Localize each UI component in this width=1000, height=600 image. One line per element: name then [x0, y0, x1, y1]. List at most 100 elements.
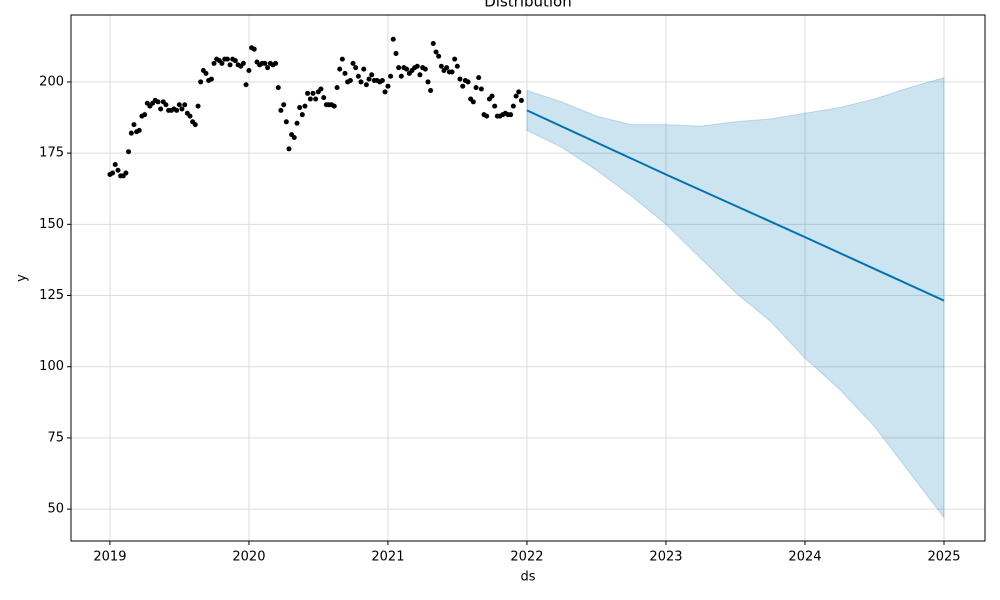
observed-point — [470, 99, 476, 105]
observed-point — [444, 65, 450, 71]
x-axis-label: ds — [520, 570, 535, 585]
observed-point — [339, 56, 345, 62]
observed-point — [379, 78, 385, 84]
observed-point — [454, 63, 460, 69]
observed-point — [240, 60, 246, 66]
observed-point — [278, 107, 284, 113]
observed-point — [369, 72, 375, 78]
observed-point — [219, 60, 225, 66]
x-tick-label: 2024 — [788, 550, 821, 565]
x-tick-label: 2023 — [649, 550, 682, 565]
observed-point — [281, 102, 287, 108]
observed-point — [126, 149, 132, 155]
observed-point — [182, 102, 188, 108]
observed-point — [115, 167, 121, 173]
observed-point — [128, 130, 134, 136]
observed-point — [265, 65, 271, 71]
observed-point — [275, 85, 281, 91]
observed-point — [294, 120, 300, 126]
observed-point — [457, 76, 463, 82]
observed-point — [302, 103, 308, 109]
observed-point — [174, 107, 180, 113]
observed-point — [262, 60, 268, 66]
observed-point — [112, 162, 118, 168]
observed-point — [460, 83, 466, 89]
observed-point — [187, 113, 193, 119]
observed-point — [398, 73, 404, 79]
y-axis-label: y — [15, 274, 30, 282]
observed-point — [353, 65, 359, 71]
observed-point — [516, 89, 522, 95]
y-tick-label: 125 — [39, 288, 64, 303]
observed-point — [297, 105, 303, 111]
observed-point — [404, 66, 410, 72]
observed-point — [318, 86, 324, 92]
observed-point — [273, 60, 279, 66]
observed-point — [337, 66, 343, 72]
observed-point — [203, 70, 209, 76]
observed-point — [286, 146, 292, 152]
plot-frame — [70, 14, 986, 542]
observed-point — [136, 127, 142, 133]
observed-point — [246, 68, 252, 74]
observed-point — [142, 112, 148, 118]
observed-point — [291, 134, 297, 140]
observed-point — [192, 122, 198, 128]
observed-point — [489, 93, 495, 99]
observed-point — [334, 85, 340, 91]
observed-point — [422, 66, 428, 72]
observed-point — [307, 96, 313, 102]
observed-point — [388, 73, 394, 79]
observed-point — [131, 122, 137, 128]
observed-point — [211, 60, 217, 66]
observed-point — [163, 102, 169, 108]
y-tick-label: 75 — [47, 430, 64, 445]
observed-point — [361, 66, 367, 72]
observed-point — [347, 78, 353, 84]
observed-point — [321, 95, 327, 101]
chart-title: Distribution — [484, 0, 572, 11]
y-tick-label: 175 — [39, 146, 64, 161]
observed-point — [518, 97, 524, 103]
observed-point — [243, 82, 249, 88]
observed-point — [430, 40, 436, 46]
observed-point — [179, 106, 185, 112]
observed-point — [473, 85, 479, 91]
observed-point — [508, 112, 514, 118]
observed-point — [438, 63, 444, 69]
observed-point — [251, 46, 257, 52]
forecast-line — [526, 109, 945, 302]
observed-point — [433, 49, 439, 55]
observed-point — [452, 56, 458, 62]
y-tick-label: 100 — [39, 359, 64, 374]
observed-point — [396, 65, 402, 71]
observed-point — [425, 79, 431, 85]
observed-point — [155, 99, 161, 105]
x-tick-label: 2021 — [371, 550, 404, 565]
observed-point — [158, 106, 164, 112]
observed-point — [366, 76, 372, 82]
uncertainty-band — [526, 76, 945, 520]
observed-point — [382, 89, 388, 95]
y-tick-label: 50 — [47, 502, 64, 517]
observed-point — [355, 73, 361, 79]
observed-point — [510, 103, 516, 109]
x-tick-label: 2020 — [232, 550, 265, 565]
observed-point — [363, 82, 369, 88]
observed-point — [350, 60, 356, 66]
observed-point — [283, 119, 289, 125]
observed-point — [110, 170, 116, 176]
observed-point — [465, 79, 471, 85]
observed-point — [414, 63, 420, 69]
observed-point — [513, 93, 519, 99]
observed-point — [385, 83, 391, 89]
observed-point — [195, 103, 201, 109]
observed-point — [208, 76, 214, 82]
observed-point — [299, 112, 305, 118]
observed-point — [484, 113, 490, 119]
observed-point — [478, 86, 484, 92]
observed-point — [232, 58, 238, 64]
observed-point — [313, 96, 319, 102]
observed-point — [224, 56, 230, 62]
